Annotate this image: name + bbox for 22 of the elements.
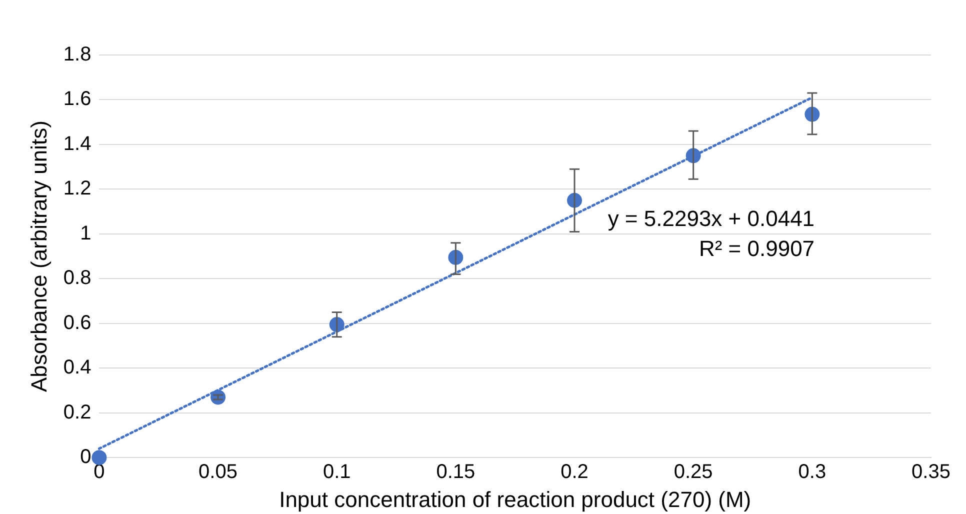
y-tick-label: 1.8: [63, 44, 92, 66]
x-tick-label: 0.35: [912, 461, 950, 484]
y-tick-label: 0.8: [63, 267, 92, 290]
x-tick-label: 0.15: [436, 461, 476, 484]
x-tick-label: 0.1: [322, 461, 351, 484]
annotation: y = 5.2293x + 0.0441: [608, 206, 815, 232]
x-tick-label: 0.3: [798, 461, 826, 484]
y-tick-label: 1.6: [63, 88, 92, 110]
y-tick-label: 1.4: [63, 132, 92, 155]
y-tick-label: 0.2: [63, 401, 92, 424]
y-tick-label: 0.6: [63, 312, 92, 334]
x-tick-label: 0.2: [560, 461, 588, 484]
y-axis-title: Absorbance (arbitrary units): [26, 120, 52, 392]
y-tick-label: 0: [80, 446, 92, 468]
y-tick-label: 0.4: [63, 356, 92, 379]
y-tick-label: 1.2: [63, 178, 92, 200]
x-tick-label: 0.25: [674, 461, 713, 484]
x-axis-title: Input concentration of reaction product (270) (M): [279, 486, 752, 512]
x-tick-label: 0.05: [198, 461, 238, 484]
y-tick-label: 1: [80, 222, 92, 244]
annotation: R² = 0.9907: [698, 236, 815, 262]
point: [92, 450, 107, 466]
